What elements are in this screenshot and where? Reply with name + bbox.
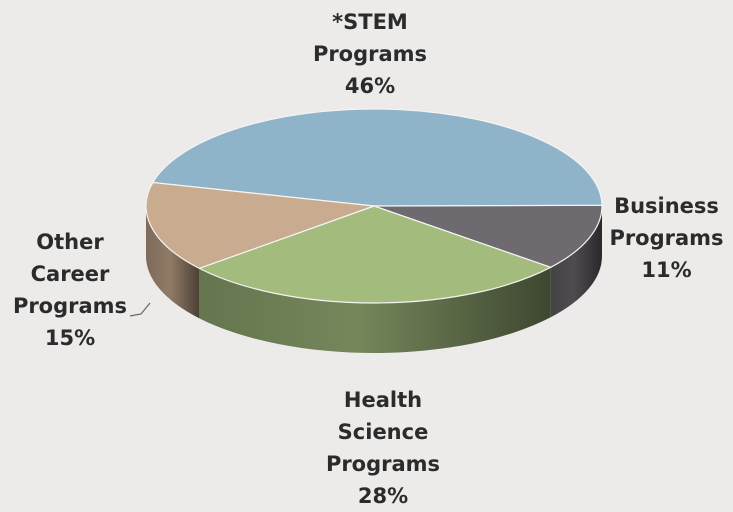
slice-value-health: 28% [357,484,409,508]
slice-label-business-line1: Business [614,194,719,218]
slice-label-other-line1: Other [36,230,104,254]
slice-label-health-line3: Programs [325,452,441,476]
pie-sides [146,206,602,353]
slice-value-other: 15% [44,326,96,350]
pie-slice-stem [151,108,603,207]
slice-label-health-line2: Science [337,420,429,444]
pie-slice-other [145,181,375,270]
leader-line-other [129,302,151,317]
slice-label-stem-line1: *STEM [332,10,408,34]
slice-label-business-line2: Programs [609,226,724,250]
slice-label-other: Other Career Programs 15% [0,226,140,354]
slice-value-business: 11% [641,258,692,282]
pie-slice-business [373,204,603,268]
pie-tops [145,108,603,304]
slice-label-other-line2: Career [30,262,110,286]
slice-label-health-line1: Health [343,388,423,412]
pie-side-business [550,206,602,318]
pie-slice-health [197,205,553,304]
slice-value-stem: 46% [344,74,396,98]
slice-label-stem-line2: Programs [312,42,428,66]
slice-label-other-line3: Programs [12,294,128,318]
slice-label-business: Business Programs 11% [600,190,733,286]
pie-side-other [146,206,200,319]
pie-side-health [199,267,551,353]
slice-label-health: Health Science Programs 28% [313,384,453,512]
slice-label-stem: *STEM Programs 46% [300,6,440,102]
